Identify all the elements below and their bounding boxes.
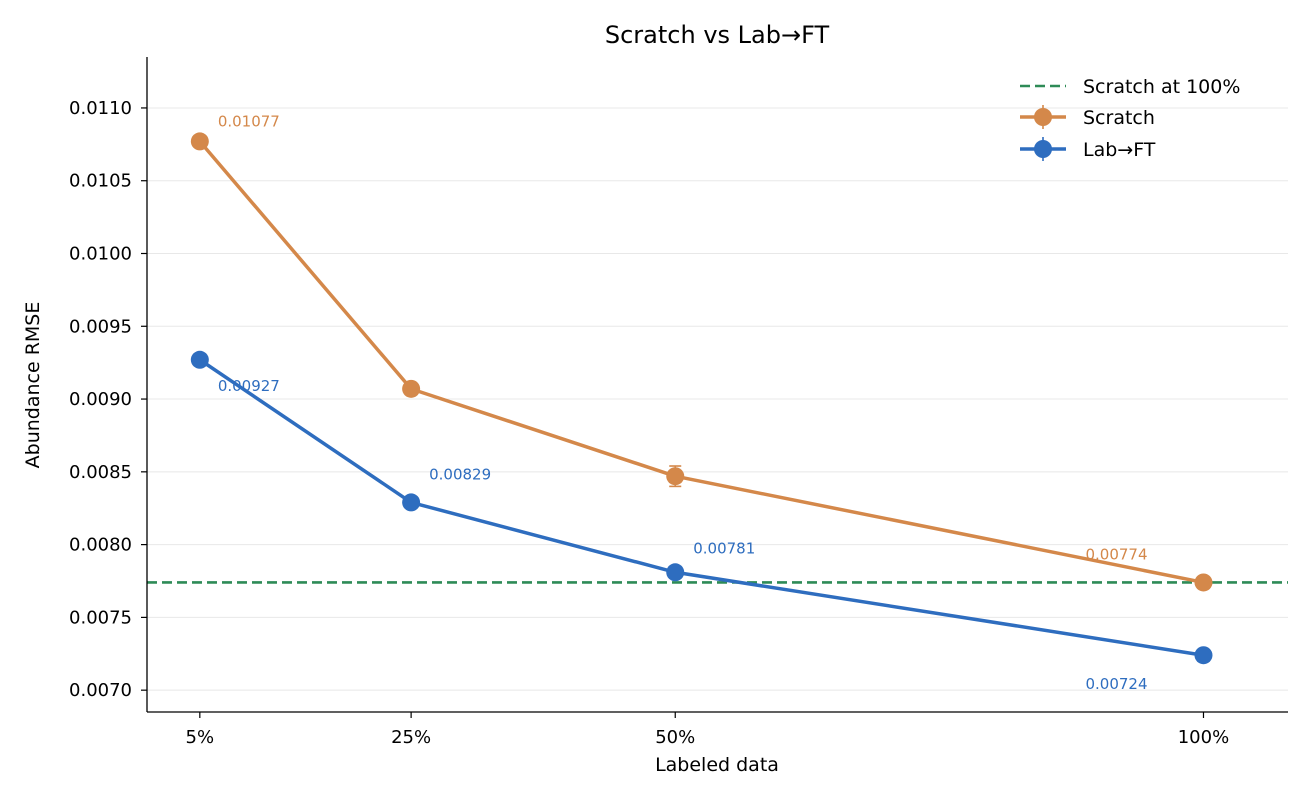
data-point: [666, 563, 685, 582]
legend-marker: [1034, 108, 1052, 126]
legend-item-scratch: Scratch: [1020, 105, 1155, 129]
data-label: 0.00781: [693, 539, 755, 557]
y-tick-label: 0.0070: [69, 680, 132, 701]
y-tick-label: 0.0105: [69, 171, 132, 192]
y-tick-label: 0.0110: [69, 98, 132, 119]
y-tick-label: 0.0095: [69, 316, 132, 337]
series-lab-ft: [190, 350, 1213, 665]
series-scratch: [190, 132, 1213, 592]
x-axis-label: Labeled data: [655, 754, 779, 776]
series-group: [190, 132, 1213, 665]
x-tick-label: 50%: [655, 727, 695, 748]
legend-marker: [1034, 140, 1052, 158]
x-tick-label: 25%: [391, 727, 431, 748]
series-line: [198, 358, 1204, 657]
legend-label: Lab→FT: [1083, 139, 1156, 161]
data-label: 0.01077: [218, 112, 280, 130]
data-point: [1194, 646, 1213, 665]
legend-item-lab-ft: Lab→FT: [1020, 137, 1156, 161]
data-point: [190, 132, 209, 151]
grid-lines: [147, 107, 1288, 691]
chart-title: Scratch vs Lab→FT: [605, 21, 830, 49]
x-tick-label: 5%: [186, 727, 215, 748]
axes: [146, 57, 1288, 713]
y-tick-label: 0.0075: [69, 607, 132, 628]
y-tick-label: 0.0080: [69, 535, 132, 556]
data-point: [402, 493, 421, 512]
legend-label: Scratch: [1083, 107, 1155, 129]
data-point: [402, 379, 421, 398]
y-axis-label: Abundance RMSE: [22, 302, 44, 469]
legend-label: Scratch at 100%: [1083, 76, 1240, 98]
data-label: 0.00829: [429, 465, 491, 483]
y-tick-label: 0.0085: [69, 462, 132, 483]
data-point: [666, 467, 685, 486]
legend: Scratch at 100% Scratch Lab→FT: [1020, 76, 1240, 161]
x-tick-label: 100%: [1178, 727, 1229, 748]
y-tick-label: 0.0090: [69, 389, 132, 410]
data-label: 0.00927: [218, 377, 280, 395]
data-label: 0.00724: [1085, 675, 1147, 693]
data-point: [190, 350, 209, 369]
y-tick-label: 0.0100: [69, 244, 132, 265]
series-line: [198, 140, 1204, 585]
data-label: 0.00774: [1085, 545, 1147, 563]
legend-item-scratch-at-100: Scratch at 100%: [1020, 76, 1240, 98]
data-label-group: 0.01077 0.00774 0.00927 0.00829 0.00781 0.007…: [218, 112, 1148, 693]
y-ticks: 0.0070 0.0075 0.0080 0.0085 0.0090 0.0095 0.01…: [69, 98, 147, 701]
data-point: [1194, 573, 1213, 592]
x-ticks: 5% 25% 50% 100%: [186, 712, 1229, 748]
